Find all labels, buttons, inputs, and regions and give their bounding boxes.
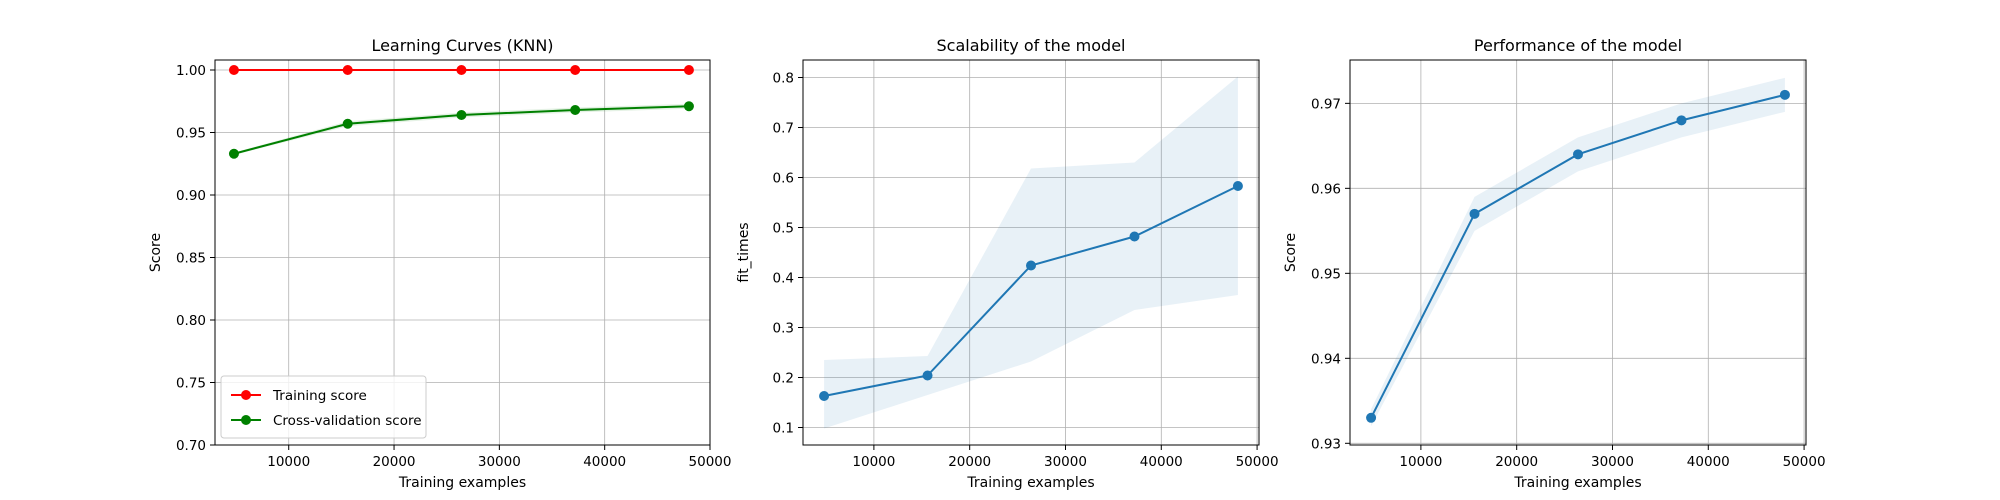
chart-1-legend-label: Training score bbox=[272, 388, 367, 404]
chart-1-axes-frame bbox=[214, 59, 711, 446]
chart-1-x-axis-label: Training examples bbox=[398, 475, 526, 491]
chart-1-series-1-point bbox=[570, 65, 581, 75]
chart-3-y-tick-label: 0.94 bbox=[1311, 351, 1341, 367]
chart-2-y-tick-label: 0.7 bbox=[773, 121, 794, 137]
chart-1-legend: Training score Cross-validation score bbox=[220, 375, 427, 439]
chart-1-x-tick-label: 30000 bbox=[478, 454, 521, 470]
chart-1-series-2-point bbox=[570, 105, 581, 115]
chart-1-legend-marker bbox=[241, 415, 251, 425]
chart-2-y-tick-label: 0.3 bbox=[773, 321, 794, 337]
chart-2-y-tick-label: 0.6 bbox=[773, 171, 794, 187]
chart-1-x-tick-label: 20000 bbox=[373, 454, 416, 470]
chart-3: 10000 20000 30000 40000 50000 0.93 0.94 0.95 0.9… bbox=[1283, 36, 1826, 491]
chart-3-series-1-point bbox=[1573, 149, 1583, 160]
chart-3-x-tick-label: 10000 bbox=[1399, 454, 1442, 470]
chart-1-y-tick-label: 0.80 bbox=[176, 313, 206, 329]
chart-2-x-tick-label: 50000 bbox=[1236, 454, 1279, 470]
chart-1-y-tick-label: 0.95 bbox=[176, 126, 206, 142]
chart-3-x-tick-label: 30000 bbox=[1591, 454, 1634, 470]
chart-2-series-1-point bbox=[1129, 231, 1140, 242]
chart-1-series-1-point bbox=[683, 65, 694, 75]
chart-1-x-tick-label: 40000 bbox=[583, 454, 626, 470]
chart-2-x-tick-label: 30000 bbox=[1044, 454, 1087, 470]
chart-1-y-tick-label: 0.90 bbox=[176, 188, 206, 204]
chart-1-y-tick-label: 0.75 bbox=[176, 376, 206, 392]
chart-2-y-tick-label: 0.8 bbox=[773, 71, 794, 87]
chart-3-x-axis-label: Training examples bbox=[1513, 475, 1641, 491]
chart-1-y-axis-label: Score bbox=[148, 233, 164, 272]
chart-1-series-1-point bbox=[342, 65, 353, 75]
chart-2-series-1-point bbox=[819, 391, 830, 401]
chart-2-y-tick-label: 0.2 bbox=[773, 371, 794, 387]
chart-2-x-axis-label: Training examples bbox=[966, 475, 1094, 491]
chart-3-x-tick-label: 20000 bbox=[1495, 454, 1538, 470]
chart-2-series-1-band bbox=[824, 76, 1238, 429]
chart-2-series-1-point bbox=[1232, 181, 1243, 191]
chart-3-y-tick-label: 0.93 bbox=[1311, 436, 1341, 452]
chart-3-y-tick-label: 0.95 bbox=[1311, 266, 1341, 282]
chart-1-series-1-point bbox=[228, 65, 239, 75]
chart-3-series-1-point bbox=[1779, 89, 1790, 100]
chart-2-y-tick-label: 0.5 bbox=[773, 221, 794, 237]
chart-2-x-tick-label: 40000 bbox=[1140, 454, 1183, 470]
chart-3-x-tick-label: 50000 bbox=[1783, 454, 1826, 470]
chart-1-legend-label: Cross-validation score bbox=[273, 413, 422, 429]
chart-3-series-1-band bbox=[1371, 77, 1785, 427]
chart-1-y-tick-label: 0.70 bbox=[176, 438, 206, 454]
chart-3-y-axis-label: Score bbox=[1283, 233, 1299, 272]
chart-3-y-tick-label: 0.96 bbox=[1311, 181, 1341, 197]
chart-2-axes-frame bbox=[802, 59, 1260, 446]
chart-1-legend-marker bbox=[241, 390, 251, 400]
chart-2-y-tick-label: 0.1 bbox=[773, 421, 794, 437]
chart-3-series-1-point bbox=[1469, 208, 1480, 219]
chart-3-series-1-point bbox=[1676, 115, 1687, 126]
chart-1-series-2-point bbox=[456, 110, 467, 120]
chart-2-series-1-point bbox=[1026, 260, 1036, 271]
chart-1-x-tick-label: 10000 bbox=[267, 454, 310, 470]
chart-3-x-tick-label: 40000 bbox=[1687, 454, 1730, 470]
chart-1-y-tick-label: 0.85 bbox=[176, 251, 206, 267]
chart-2-title: Scalability of the model bbox=[937, 36, 1126, 55]
chart-1-series-2-point bbox=[683, 101, 694, 112]
chart-1-legend-box bbox=[220, 375, 427, 439]
chart-2-x-tick-label: 20000 bbox=[948, 454, 991, 470]
chart-2-y-axis-label: fit_times bbox=[736, 222, 752, 282]
chart-3-title: Performance of the model bbox=[1474, 36, 1682, 55]
chart-3-y-tick-label: 0.97 bbox=[1311, 96, 1341, 112]
chart-1-series-1-point bbox=[456, 65, 467, 75]
chart-1-series-2-point bbox=[228, 148, 239, 159]
chart-1-x-tick-label: 50000 bbox=[689, 454, 732, 470]
chart-2-y-tick-label: 0.4 bbox=[773, 271, 794, 287]
chart-3-series-1-point bbox=[1366, 412, 1377, 423]
chart-1-y-tick-label: 1.00 bbox=[176, 63, 206, 79]
chart-1-title: Learning Curves (KNN) bbox=[371, 36, 553, 55]
chart-2-x-tick-label: 10000 bbox=[852, 454, 895, 470]
chart-1: 10000 20000 30000 40000 50000 0.70 0.75 0.80 0.8… bbox=[148, 36, 731, 491]
chart-2: 10000 20000 30000 40000 50000 0.1 0.2 0.3 0.4 0.5… bbox=[736, 36, 1279, 491]
chart-3-axes-frame bbox=[1349, 59, 1807, 446]
chart-2-series-1-point bbox=[922, 370, 933, 381]
chart-1-series-2-point bbox=[342, 118, 353, 129]
